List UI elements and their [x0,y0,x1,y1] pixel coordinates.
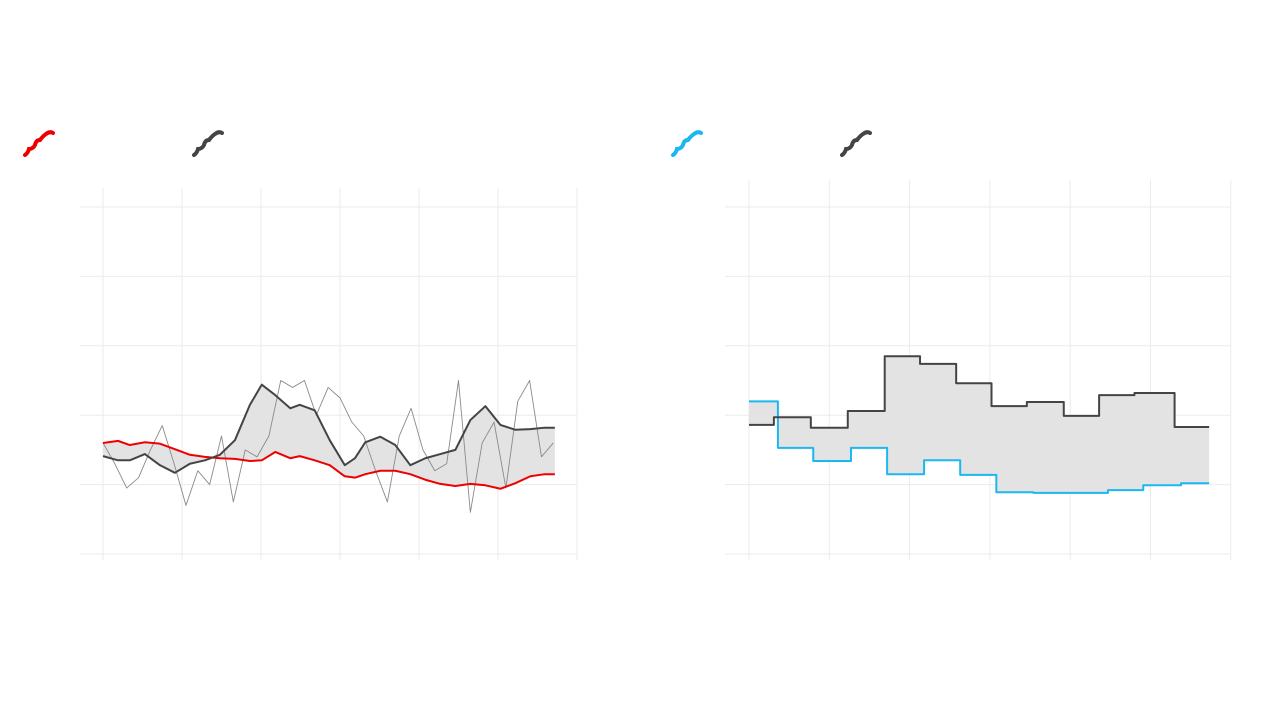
legend-icon [840,130,872,157]
legend-icon [671,130,703,157]
series-line [102,439,555,490]
band-fill [749,356,1210,493]
legend-icon [192,130,224,157]
band-fill [103,384,555,489]
legend-icon [23,130,55,157]
series-line [102,383,555,474]
series-line [102,380,554,513]
series-line [749,400,1210,494]
series-line [749,355,1210,429]
